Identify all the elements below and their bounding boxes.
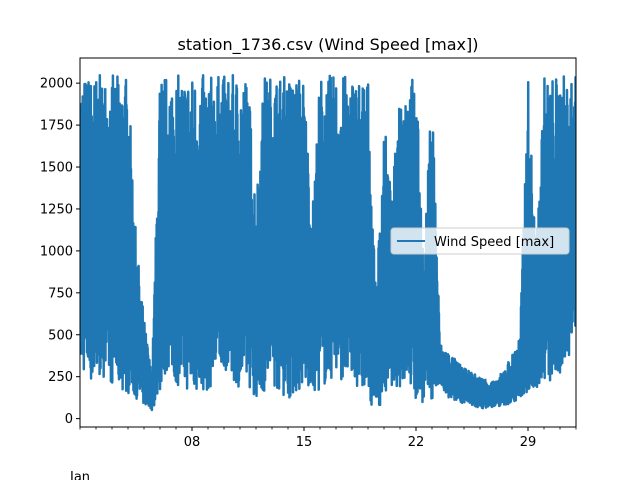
y-tick-label-3: 750 xyxy=(48,286,73,301)
x-tick-label-2: 22 xyxy=(408,435,425,450)
y-tick-label-7: 1750 xyxy=(40,119,73,134)
y-tick-label-2: 500 xyxy=(48,328,73,343)
legend-entry-label: Wind Speed [max] xyxy=(434,235,554,250)
plot-area: 0 250 500 750 1000 1250 1500 1750 2000 08 15 22 29 xyxy=(40,57,577,450)
y-tick-label-8: 2000 xyxy=(40,77,73,92)
axes-frame xyxy=(79,57,577,428)
series-layer xyxy=(80,73,576,412)
axes-layer: 0 250 500 750 1000 1250 1500 1750 2000 08 15 22 29 xyxy=(40,57,577,450)
x-tick-label-3: 29 xyxy=(520,435,537,450)
y-tick-label-4: 1000 xyxy=(40,244,73,259)
y-tick-label-6: 1500 xyxy=(40,161,73,176)
chart-title: station_1736.csv (Wind Speed [max]) xyxy=(178,35,479,55)
legend: Wind Speed [max] xyxy=(390,227,570,255)
x-tick-label-0: 08 xyxy=(184,435,201,450)
x-tick-label-1: 15 xyxy=(296,435,313,450)
y-tick-label-0: 0 xyxy=(65,412,73,427)
series-0-group xyxy=(80,73,576,412)
y-tick-label-5: 1250 xyxy=(40,202,73,217)
series-line-0 xyxy=(80,73,576,412)
y-tick-label-1: 250 xyxy=(48,370,73,385)
x-axis-year-label: Jan xyxy=(69,470,90,480)
legend-frame xyxy=(390,227,570,255)
